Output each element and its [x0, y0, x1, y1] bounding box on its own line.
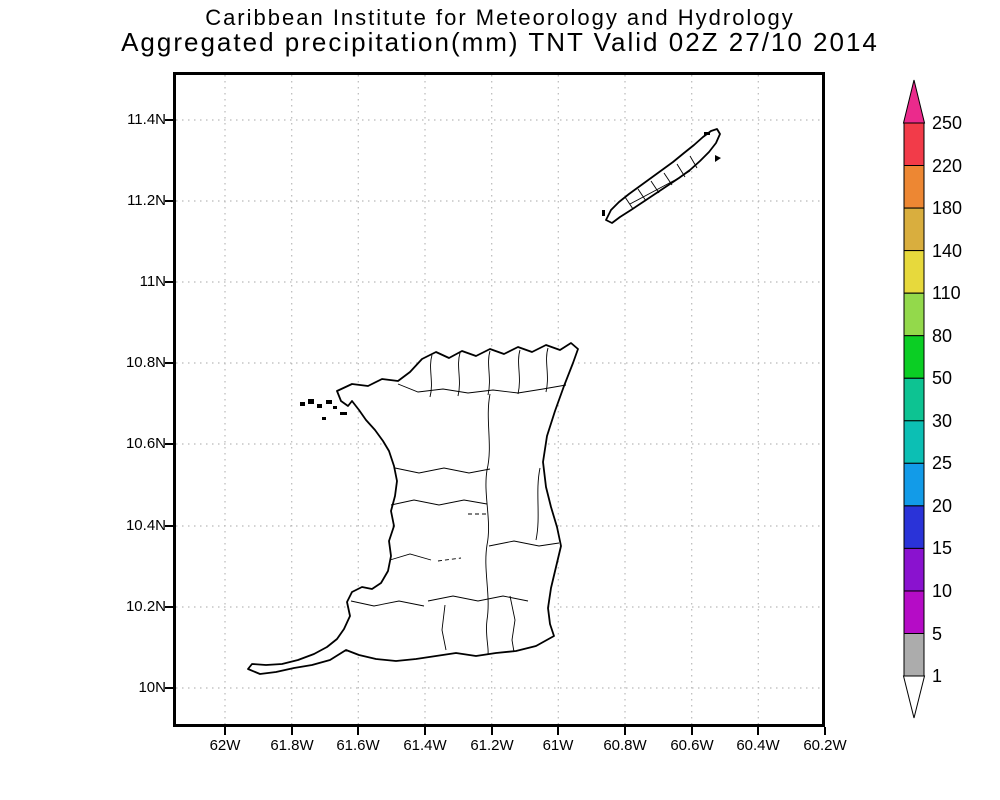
colorbar-under-arrow [902, 675, 926, 719]
x-tick-label: 61.6W [336, 737, 380, 754]
colorbar-segment [903, 335, 925, 379]
trinidad-island [247, 342, 579, 675]
x-tick-mark [357, 727, 359, 735]
colorbar-label: 140 [932, 241, 963, 261]
y-tick-mark [165, 362, 173, 364]
colorbar-label: 30 [932, 411, 953, 431]
x-tick-label: 61.2W [470, 737, 514, 754]
x-tick-mark [624, 727, 626, 735]
x-tick-label: 61.8W [270, 737, 314, 754]
x-tick-mark [491, 727, 493, 735]
colorbar-label: 15 [932, 538, 953, 558]
y-tick-label: 11.2N [127, 192, 166, 209]
colorbar-segment [903, 633, 925, 677]
x-tick-label: 61W [542, 737, 574, 754]
colorbar-segment [903, 292, 925, 337]
map-canvas [176, 75, 822, 724]
colorbar-segment [903, 377, 925, 422]
colorbar-label: 220 [932, 156, 963, 176]
x-tick-mark [757, 727, 759, 735]
colorbar-label: 50 [932, 368, 953, 388]
bocas-islets [300, 399, 347, 420]
x-tick-label: 61.4W [403, 737, 447, 754]
title-line-1: Caribbean Institute for Meteorology and … [205, 5, 795, 30]
y-tick-mark [165, 687, 173, 689]
y-tick-mark [165, 525, 173, 527]
colorbar-label: 5 [932, 624, 943, 644]
colorbar-label: 180 [932, 198, 963, 218]
colorbar-segment [903, 250, 925, 294]
y-tick-mark [165, 200, 173, 202]
colorbar-segment [903, 590, 925, 635]
colorbar-over-arrow [902, 79, 926, 124]
tobago-islets [602, 132, 721, 216]
colorbar-label: 10 [932, 581, 953, 601]
x-tick-mark [424, 727, 426, 735]
x-tick-mark [224, 727, 226, 735]
colorbar-label: 80 [932, 326, 953, 346]
y-tick-mark [165, 443, 173, 445]
y-tick-label: 10N [138, 679, 166, 696]
y-tick-label: 11N [139, 273, 166, 290]
colorbar-segment [903, 547, 925, 592]
title-line-2: Aggregated precipitation(mm) TNT Valid 0… [121, 27, 879, 57]
colorbar-label: 20 [932, 496, 953, 516]
x-tick-label: 60.6W [670, 737, 714, 754]
x-tick-label: 60.4W [736, 737, 780, 754]
colorbar-label: 110 [932, 283, 961, 303]
y-tick-label: 10.8N [125, 354, 166, 371]
x-tick-label: 62W [209, 737, 241, 754]
colorbar-segment [903, 122, 925, 167]
y-tick-mark [165, 119, 173, 121]
y-tick-label: 10.2N [125, 598, 166, 615]
tobago-internal-boundaries [624, 155, 698, 210]
tobago-island [605, 128, 721, 224]
colorbar [902, 79, 926, 719]
y-tick-label: 10.4N [125, 517, 166, 534]
trinidad-internal-boundaries [350, 347, 567, 655]
plot-area [173, 72, 825, 727]
colorbar-segment [903, 165, 925, 209]
colorbar-label: 1 [932, 666, 943, 686]
y-tick-label: 11.4N [127, 111, 166, 128]
y-tick-mark [165, 281, 173, 283]
x-tick-mark [691, 727, 693, 735]
colorbar-label: 250 [932, 113, 963, 133]
x-tick-label: 60.8W [603, 737, 647, 754]
colorbar-label: 25 [932, 453, 953, 473]
x-tick-mark [291, 727, 293, 735]
y-tick-mark [165, 606, 173, 608]
x-tick-mark [557, 727, 559, 735]
x-tick-label: 60.2W [803, 737, 847, 754]
colorbar-segment [903, 420, 925, 464]
colorbar-segment [903, 462, 925, 507]
colorbar-segment [903, 207, 925, 252]
x-tick-mark [824, 727, 826, 735]
colorbar-segment [903, 505, 925, 549]
y-tick-label: 10.6N [125, 435, 166, 452]
